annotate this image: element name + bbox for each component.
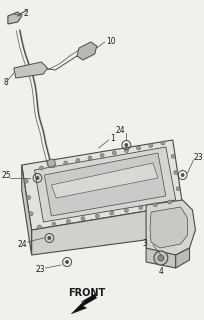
Circle shape <box>157 255 163 261</box>
Text: 25: 25 <box>2 171 12 180</box>
Circle shape <box>160 141 164 145</box>
Polygon shape <box>145 248 175 268</box>
Polygon shape <box>71 294 96 314</box>
Text: 23: 23 <box>193 153 202 162</box>
Polygon shape <box>44 153 165 216</box>
Polygon shape <box>14 62 47 78</box>
Circle shape <box>100 154 104 157</box>
Circle shape <box>51 164 55 167</box>
Text: 8: 8 <box>4 77 9 86</box>
Circle shape <box>37 225 41 229</box>
Circle shape <box>124 143 127 147</box>
Circle shape <box>75 158 80 163</box>
Text: 24: 24 <box>18 239 27 249</box>
Polygon shape <box>8 12 22 24</box>
Polygon shape <box>77 42 96 60</box>
Text: 23: 23 <box>35 265 45 274</box>
Text: 2: 2 <box>24 9 28 18</box>
Text: 10: 10 <box>106 36 116 45</box>
Circle shape <box>52 222 56 226</box>
Circle shape <box>27 196 30 199</box>
Circle shape <box>153 251 167 265</box>
Circle shape <box>36 177 39 180</box>
Circle shape <box>136 146 140 150</box>
Circle shape <box>63 161 67 165</box>
Circle shape <box>29 212 33 216</box>
Circle shape <box>66 220 70 223</box>
Polygon shape <box>31 205 182 255</box>
Polygon shape <box>149 207 187 248</box>
Circle shape <box>124 208 128 212</box>
Circle shape <box>88 156 92 160</box>
Circle shape <box>124 148 128 153</box>
Polygon shape <box>51 163 157 198</box>
Circle shape <box>167 200 171 204</box>
Polygon shape <box>145 200 194 255</box>
Circle shape <box>173 171 177 174</box>
Circle shape <box>65 260 68 263</box>
Circle shape <box>180 173 183 177</box>
Circle shape <box>170 154 174 158</box>
Circle shape <box>47 159 55 167</box>
Text: FRONT: FRONT <box>68 288 105 298</box>
Circle shape <box>39 166 43 170</box>
Polygon shape <box>22 165 31 255</box>
Polygon shape <box>22 140 182 230</box>
Circle shape <box>109 211 113 215</box>
Polygon shape <box>34 147 175 222</box>
Text: 4: 4 <box>158 268 163 276</box>
Circle shape <box>81 217 84 221</box>
Circle shape <box>175 187 179 191</box>
Circle shape <box>24 179 28 183</box>
Circle shape <box>95 214 99 218</box>
Circle shape <box>153 203 156 207</box>
Text: 3: 3 <box>142 238 147 247</box>
Circle shape <box>112 151 116 155</box>
Circle shape <box>148 143 152 148</box>
Polygon shape <box>175 248 188 268</box>
Text: 1: 1 <box>110 133 115 142</box>
Circle shape <box>48 236 51 239</box>
Circle shape <box>138 205 142 210</box>
Text: 24: 24 <box>115 125 125 134</box>
